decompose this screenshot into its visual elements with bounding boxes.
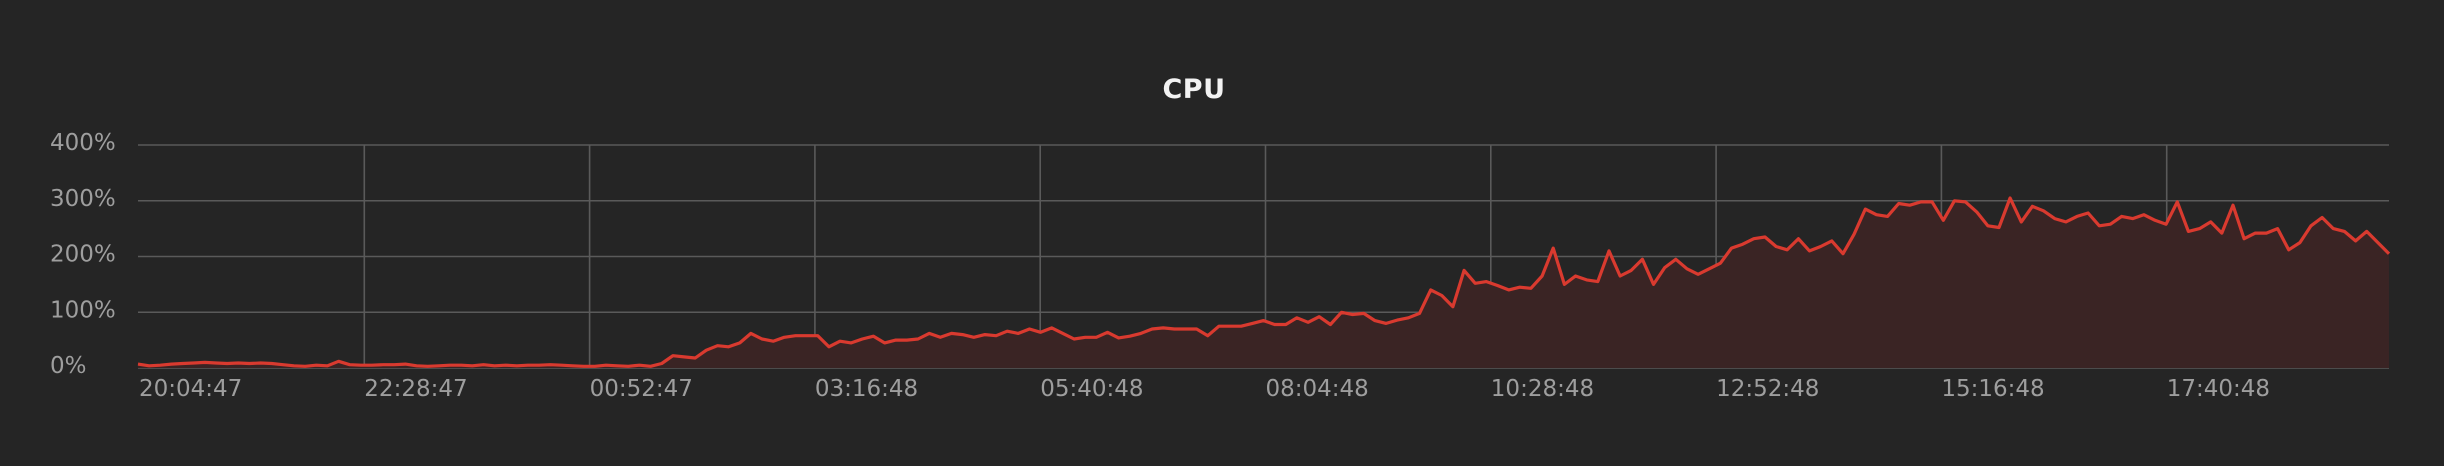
x-tick-label: 00:52:47: [590, 376, 693, 402]
y-tick-label: 300%: [50, 186, 116, 212]
x-tick-label: 12:52:48: [1716, 376, 1819, 402]
y-tick-label: 200%: [50, 242, 116, 268]
x-tick-label: 15:16:48: [1941, 376, 2044, 402]
x-tick-label: 22:28:47: [364, 376, 467, 402]
x-tick-label: 08:04:48: [1266, 376, 1369, 402]
y-tick-label: 400%: [50, 130, 116, 156]
chart-title: CPU: [1162, 74, 1226, 105]
x-tick-label: 17:40:48: [2167, 376, 2270, 402]
x-tick-label: 03:16:48: [815, 376, 918, 402]
y-tick-label: 0%: [50, 353, 87, 379]
y-tick-label: 100%: [50, 297, 116, 323]
x-tick-label: 10:28:48: [1491, 376, 1594, 402]
series-area: [138, 198, 2389, 368]
x-tick-label: 20:04:47: [139, 376, 242, 402]
series-line: [137, 196, 2391, 368]
x-tick-label: 05:40:48: [1040, 376, 1143, 402]
